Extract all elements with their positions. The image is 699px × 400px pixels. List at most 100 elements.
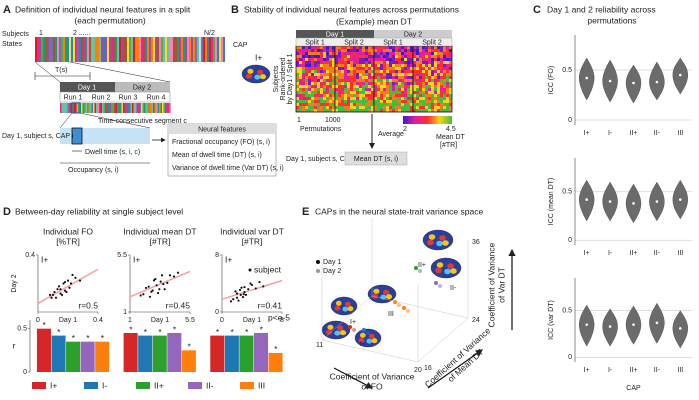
heat-cell: [383, 76, 386, 79]
heat-cell: [383, 97, 386, 100]
state-stripe: [173, 37, 175, 62]
significance-marker: *: [43, 320, 47, 330]
median: [608, 79, 612, 83]
state-stripe: [51, 37, 53, 62]
heat-cell: [329, 64, 332, 67]
heat-cell: [437, 55, 440, 58]
heat-cell: [422, 88, 425, 91]
heat-cell: [347, 49, 350, 52]
label: N/2: [204, 30, 215, 37]
significance-marker: *: [274, 344, 278, 354]
heat-cell: [440, 88, 443, 91]
heat-cell: [392, 106, 395, 109]
heat-cell: [329, 82, 332, 85]
trend-line: [221, 279, 283, 300]
heat-cell: [392, 85, 395, 88]
cap-label: I-: [360, 341, 365, 348]
heat-cell: [344, 46, 347, 49]
heat-cell: [323, 103, 326, 106]
heat-cell: [326, 94, 329, 97]
state-stripe: [149, 37, 151, 62]
heat-cell: [410, 103, 413, 106]
heat-cell: [410, 61, 413, 64]
label: Day 1: [326, 31, 344, 38]
point: [243, 290, 246, 294]
tick-label: 16: [424, 365, 432, 372]
axis-label: Subjects: [273, 65, 280, 92]
heat-cell: [302, 55, 305, 58]
heat-cell: [401, 91, 404, 94]
heat-cell: [407, 73, 410, 76]
state-stripe: [124, 103, 126, 113]
heat-cell: [311, 64, 314, 67]
brain-blob: [359, 332, 366, 338]
significance-marker: *: [144, 327, 148, 337]
heat-cell: [431, 64, 434, 67]
heat-cell: [419, 88, 422, 91]
point: [147, 285, 150, 288]
heat-cell: [371, 106, 374, 109]
chart-unit: [%TR]: [56, 236, 80, 246]
trend-line: [129, 270, 191, 298]
heat-cell: [404, 85, 407, 88]
heat-cell: [335, 67, 338, 70]
state-stripe: [157, 103, 159, 113]
heat-cell: [341, 79, 344, 82]
heat-cell: [323, 49, 326, 52]
x-tick-label: II-: [654, 130, 661, 137]
heat-cell: [434, 79, 437, 82]
significance-marker: *: [230, 327, 234, 337]
heat-cell: [323, 94, 326, 97]
state-stripe: [156, 103, 158, 113]
brain-blob: [447, 263, 454, 269]
point: [63, 280, 67, 284]
state-stripe: [121, 103, 123, 113]
heat-cell: [353, 58, 356, 61]
heat-cell: [332, 109, 335, 112]
heat-cell: [398, 67, 401, 70]
cap-point: [418, 269, 422, 273]
heat-cell: [299, 73, 302, 76]
axes-3d: [321, 218, 469, 363]
heat-cell: [449, 49, 452, 52]
state-stripe: [47, 37, 49, 62]
legend-label: Day 1: [323, 259, 341, 266]
brain-blob: [442, 240, 449, 246]
state-stripe: [185, 37, 187, 62]
heat-cell: [446, 82, 449, 85]
heat-cell: [329, 109, 332, 112]
heat-cell: [356, 100, 359, 103]
heat-cell: [329, 94, 332, 97]
y-axis-label: ICC (mean DT): [548, 178, 555, 225]
heat-cell: [377, 100, 380, 103]
heat-cell: [308, 106, 311, 109]
heat-cell: [404, 100, 407, 103]
heat-cell: [386, 58, 389, 61]
median: [679, 73, 682, 77]
heat-cell: [335, 97, 338, 100]
state-stripe: [105, 37, 107, 62]
day-box: [115, 82, 170, 92]
heat-cell: [356, 94, 359, 97]
heat-cell: [359, 61, 362, 64]
heat-cell: [374, 49, 377, 52]
heat-cell: [443, 49, 446, 52]
heat-cell: [383, 82, 386, 85]
heat-cell: [380, 46, 383, 49]
heat-cell: [368, 100, 371, 103]
heat-cell: [380, 79, 383, 82]
bar: [239, 335, 254, 372]
heat-cell: [371, 76, 374, 79]
state-stripe: [90, 103, 92, 113]
point: [237, 299, 240, 302]
heat-cell: [314, 91, 317, 94]
heat-cell: [311, 76, 314, 79]
heat-cell: [317, 46, 320, 49]
state-stripe: [102, 103, 104, 113]
heat-cell: [296, 82, 299, 85]
heat-cell: [380, 85, 383, 88]
heat-cell: [356, 85, 359, 88]
chart-label: I+: [41, 254, 48, 264]
